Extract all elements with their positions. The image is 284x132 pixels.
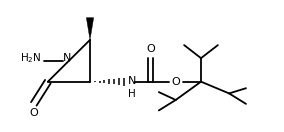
Text: H$_2$N: H$_2$N [20,51,41,65]
Text: N: N [63,53,71,63]
Text: N: N [128,76,136,86]
Text: O: O [30,108,38,118]
Text: H: H [128,89,135,99]
Polygon shape [86,18,94,40]
Text: O: O [146,44,155,54]
Text: O: O [171,77,180,87]
